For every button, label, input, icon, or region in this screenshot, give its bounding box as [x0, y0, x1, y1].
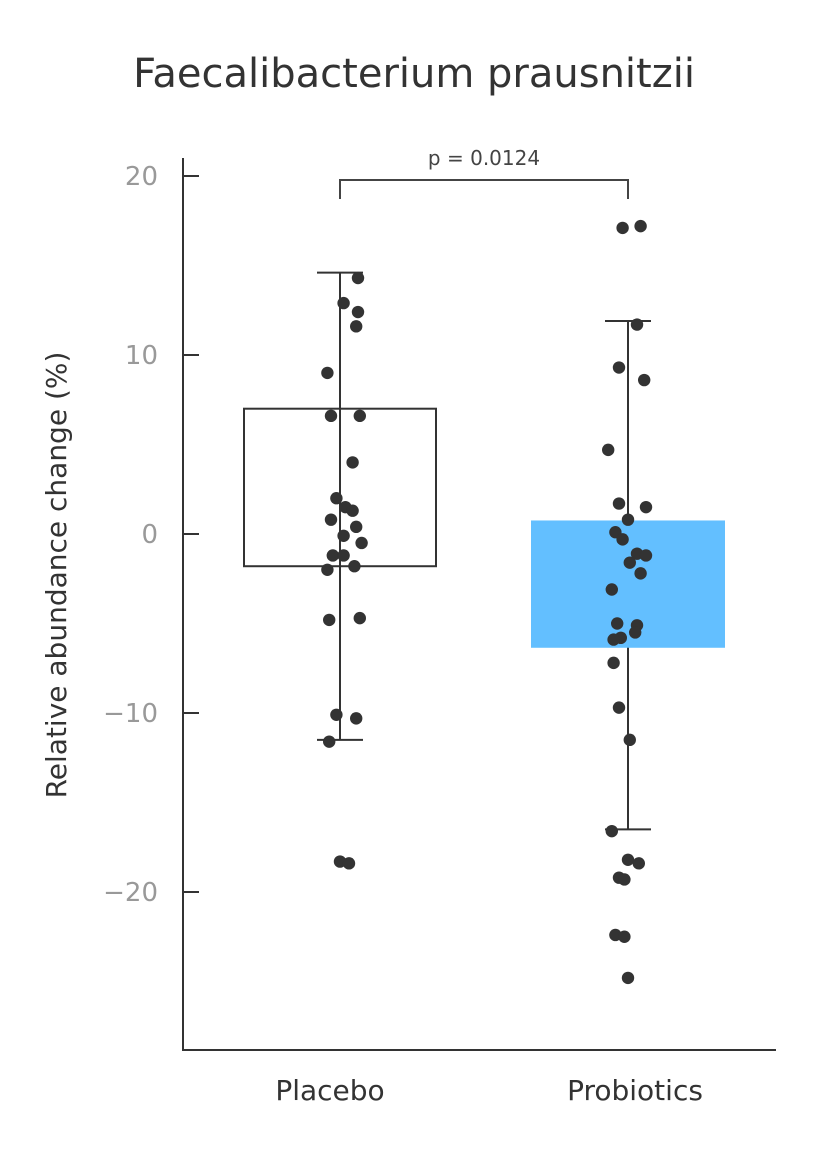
data-point	[353, 611, 366, 625]
data-point	[630, 318, 644, 331]
y-tick-label: 20	[125, 162, 158, 192]
data-point	[632, 857, 645, 870]
data-point	[337, 296, 350, 310]
y-tick-label: 10	[125, 341, 158, 371]
data-point	[324, 513, 338, 526]
data-point	[342, 857, 356, 870]
data-point	[350, 320, 363, 333]
y-axis-ticks: 20 10 0 −10 −20	[103, 162, 199, 908]
data-point	[326, 549, 339, 562]
data-point	[621, 971, 635, 985]
data-point	[346, 504, 359, 517]
y-tick-label: 0	[141, 520, 158, 550]
data-point	[602, 443, 615, 457]
data-point	[353, 409, 366, 423]
data-point	[634, 567, 647, 580]
data-point	[616, 533, 629, 546]
data-point	[612, 701, 626, 714]
data-point	[330, 708, 343, 721]
chart-title: Faecalibacterium prausnitzii	[133, 51, 695, 97]
x-tick-label-placebo: Placebo	[275, 1074, 384, 1107]
significance-bracket	[339, 179, 629, 199]
data-point	[638, 373, 651, 387]
data-point	[605, 583, 618, 596]
data-point	[639, 549, 653, 562]
data-point	[634, 219, 647, 233]
x-axis-tick-labels: Placebo Probiotics	[275, 1074, 703, 1107]
data-point	[324, 409, 338, 423]
y-tick-label: −10	[103, 699, 158, 729]
data-point	[323, 613, 336, 627]
data-points	[321, 219, 653, 985]
data-point	[350, 520, 363, 534]
data-point	[639, 500, 653, 514]
data-point	[611, 617, 624, 630]
data-point	[346, 456, 359, 469]
data-point	[350, 712, 363, 725]
data-point	[330, 492, 343, 505]
data-point	[623, 733, 636, 747]
data-point	[351, 305, 365, 319]
data-point	[355, 536, 368, 550]
data-point	[605, 824, 618, 838]
box-plots	[243, 271, 725, 831]
y-axis-label: Relative abundance change (%)	[40, 352, 73, 799]
data-point	[621, 853, 635, 866]
data-point	[607, 656, 620, 670]
y-tick-label: −20	[103, 878, 158, 908]
data-point	[621, 513, 635, 526]
significance-annotation: p = 0.0124	[339, 146, 629, 199]
data-point	[351, 271, 365, 285]
data-point	[607, 633, 620, 646]
data-point	[629, 626, 642, 639]
x-tick-label-probiotics: Probiotics	[567, 1074, 703, 1107]
data-point	[337, 549, 350, 562]
data-point	[616, 221, 629, 235]
data-point	[623, 556, 636, 569]
data-point	[321, 366, 334, 380]
data-point	[618, 930, 631, 943]
data-point	[618, 873, 631, 886]
data-point	[323, 735, 336, 748]
data-point	[612, 497, 626, 510]
data-point	[348, 560, 361, 573]
data-point	[321, 563, 334, 576]
data-point	[612, 361, 626, 374]
p-value-label: p = 0.0124	[428, 146, 540, 170]
data-point	[337, 529, 350, 542]
